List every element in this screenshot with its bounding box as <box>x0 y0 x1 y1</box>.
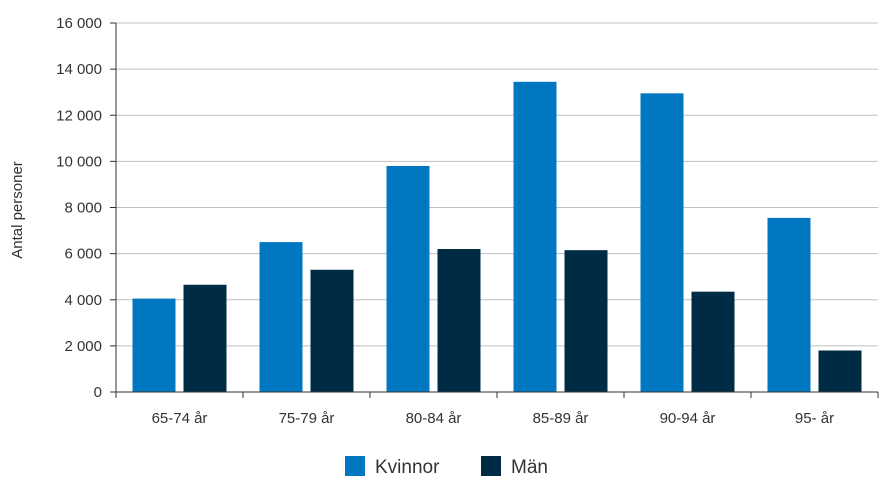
legend-label: Kvinnor <box>375 457 440 478</box>
axes <box>115 23 878 393</box>
y-tick-label: 16 000 <box>56 15 102 32</box>
y-tick-label: 4 000 <box>64 292 102 309</box>
bar-man <box>564 250 608 392</box>
bar-man <box>691 291 735 392</box>
legend-swatch <box>481 456 501 476</box>
y-tick-label: 14 000 <box>56 61 102 78</box>
bar-kvinnor <box>259 242 303 392</box>
bar-man <box>818 350 862 392</box>
y-axis-title: Antal personer <box>9 161 26 259</box>
bar-kvinnor <box>386 165 430 392</box>
bars <box>132 81 862 392</box>
x-tick-labels: 65-74 år 75-79 år 80-84 år 85-89 år 90-94 år… <box>152 410 835 427</box>
bar-kvinnor <box>132 298 176 392</box>
y-tick-labels: 0 2 000 4 000 6 000 8 000 10 000 12 000 14 000 1… <box>56 15 102 401</box>
legend-label: Män <box>511 457 548 478</box>
legend-swatch <box>345 456 365 476</box>
legend: Kvinnor Män <box>345 456 548 478</box>
bar-kvinnor <box>767 217 811 392</box>
x-tick-label: 65-74 år <box>152 410 208 427</box>
gridlines <box>110 22 879 398</box>
x-tick-label: 90-94 år <box>660 410 716 427</box>
bar-kvinnor <box>513 81 557 392</box>
bar-man <box>310 269 354 392</box>
y-tick-label: 6 000 <box>64 246 102 263</box>
y-tick-label: 0 <box>94 384 102 401</box>
x-tick-label: 80-84 år <box>406 410 462 427</box>
y-tick-label: 8 000 <box>64 200 102 217</box>
x-tick-label: 95- år <box>795 410 834 427</box>
bar-kvinnor <box>640 93 684 392</box>
x-tick-label: 85-89 år <box>533 410 589 427</box>
y-tick-label: 2 000 <box>64 338 102 355</box>
y-tick-label: 10 000 <box>56 153 102 170</box>
bar-man <box>437 249 481 392</box>
y-tick-label: 12 000 <box>56 107 102 124</box>
x-tick-label: 75-79 år <box>279 410 335 427</box>
bar-man <box>183 284 227 392</box>
